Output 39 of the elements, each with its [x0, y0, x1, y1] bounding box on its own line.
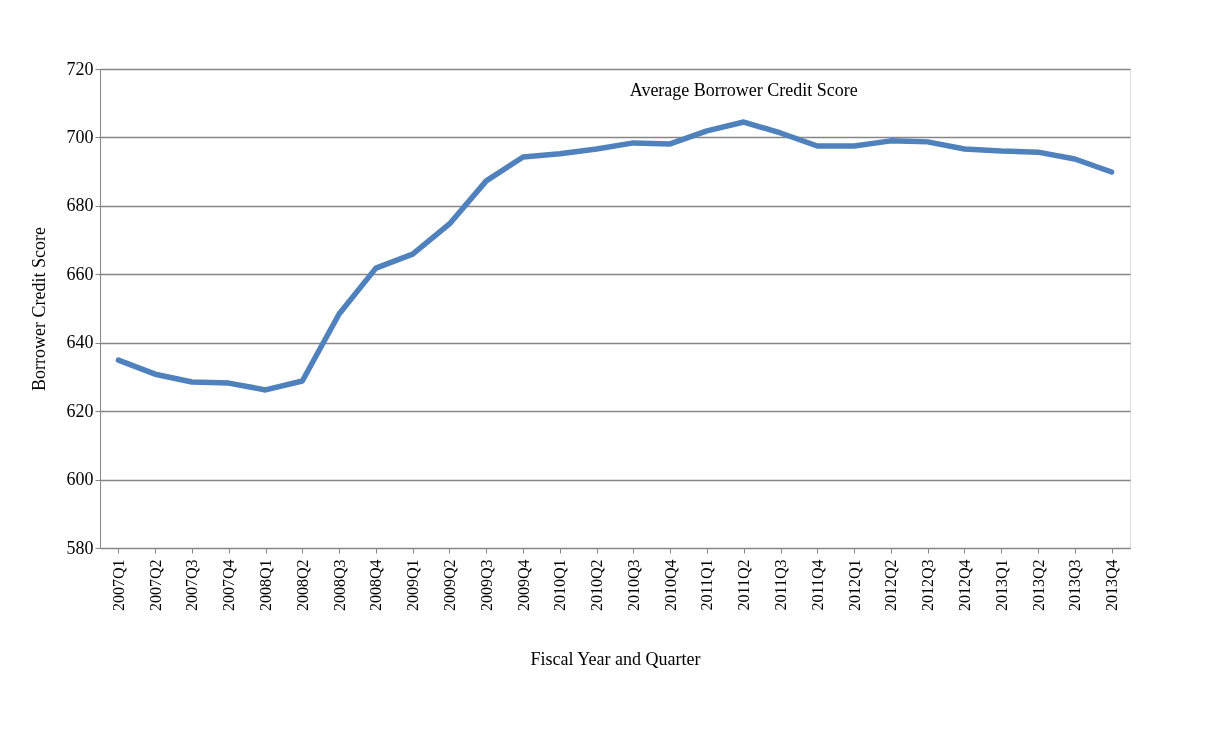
x-tick-label: 2013Q3 — [1066, 559, 1084, 612]
y-tick-label: 580 — [66, 537, 94, 558]
y-tick-label: 700 — [66, 126, 94, 147]
x-tick-label: 2008Q4 — [367, 559, 385, 612]
x-tick-label: 2011Q2 — [735, 559, 753, 611]
x-tick-label: 2008Q1 — [257, 559, 275, 612]
y-tick-label: 720 — [66, 58, 94, 79]
x-tick-label: 2009Q2 — [440, 559, 458, 612]
x-tick-label: 2010Q1 — [551, 559, 569, 612]
x-tick-label: 2009Q3 — [477, 559, 495, 612]
x-tick-label: 2011Q1 — [698, 559, 716, 611]
x-tick-label: 2012Q2 — [882, 559, 900, 612]
y-tick-label: 660 — [66, 263, 94, 284]
x-tick-label: 2011Q3 — [772, 559, 790, 611]
x-axis-title: Fiscal Year and Quarter — [530, 649, 701, 670]
x-tick-label: 2007Q4 — [220, 559, 238, 612]
x-tick-label: 2009Q1 — [404, 559, 422, 612]
y-tick-label: 640 — [66, 332, 94, 353]
x-tick-label: 2007Q2 — [146, 559, 164, 612]
x-tick-label: 2010Q2 — [588, 559, 606, 612]
x-tick-label: 2008Q3 — [330, 559, 348, 612]
x-tick-label: 2011Q4 — [808, 559, 826, 611]
y-tick-label: 620 — [66, 400, 94, 421]
y-axis-title: Borrower Credit Score — [28, 227, 49, 391]
x-tick-label: 2010Q4 — [661, 559, 679, 612]
x-tick-label: 2013Q1 — [992, 559, 1010, 612]
x-tick-label: 2009Q4 — [514, 559, 532, 612]
x-tick-label: 2010Q3 — [624, 559, 642, 612]
x-tick-label: 2007Q3 — [183, 559, 201, 612]
y-tick-label: 600 — [66, 469, 94, 490]
x-tick-label: 2012Q3 — [919, 559, 937, 612]
x-tick-label: 2007Q1 — [109, 559, 127, 612]
x-tick-label: 2012Q1 — [845, 559, 863, 612]
x-tick-label: 2008Q2 — [293, 559, 311, 612]
series-label: Average Borrower Credit Score — [629, 80, 858, 101]
x-tick-label: 2012Q4 — [955, 559, 973, 612]
x-tick-label: 2013Q4 — [1103, 559, 1121, 612]
y-tick-label: 680 — [66, 195, 94, 216]
x-tick-label: 2013Q2 — [1029, 559, 1047, 612]
